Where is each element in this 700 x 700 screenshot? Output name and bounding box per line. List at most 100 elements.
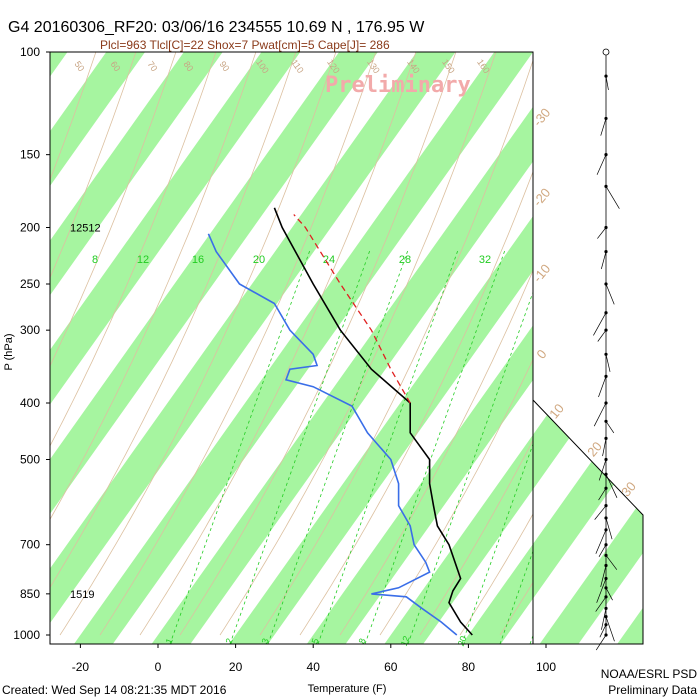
parcel-profile	[293, 214, 411, 404]
mixing-ratio-label: 20	[456, 635, 469, 648]
height-label: 12512	[70, 223, 101, 235]
wind-frame	[532, 399, 644, 645]
dry-adiabat	[419, 439, 533, 636]
mixing-ratio-label: 8	[92, 254, 98, 266]
dry-adiabat	[459, 513, 533, 636]
mixing-ratio-label: 2	[224, 637, 235, 645]
mixing-ratio-line	[317, 249, 459, 644]
mixing-ratio-label: 1	[164, 637, 175, 645]
dry-adiabat	[139, 52, 417, 636]
wind-column-background	[0, 32, 643, 644]
pressure-tick-label: 200	[20, 221, 40, 235]
mixing-ratio-label: 16	[192, 254, 204, 266]
theta-label: 80	[181, 59, 195, 73]
dry-adiabat	[179, 52, 457, 636]
wind-barb	[593, 312, 607, 336]
wind-barb	[594, 505, 607, 520]
wind-barb	[605, 616, 615, 642]
wind-barb	[595, 634, 607, 651]
x-axis-label: Temperature (F)	[308, 683, 387, 695]
chart-title: G4 20160306_RF20: 03/06/16 234555 10.69 …	[8, 19, 425, 36]
pressure-tick-label: 400	[20, 396, 40, 410]
theta-label: 60	[108, 59, 122, 73]
temperature-tick-label: 0	[155, 660, 162, 674]
theta-label: 30	[618, 479, 639, 500]
dry-adiabat	[50, 52, 217, 447]
temperature-tick-label: 100	[536, 660, 556, 674]
mixing-ratio-line	[267, 249, 409, 644]
wind-barb	[595, 596, 607, 612]
mixing-ratio-line	[169, 249, 311, 644]
wind-barb	[598, 488, 607, 501]
theta-label: 90	[217, 59, 231, 73]
mixing-ratio-label: 3	[260, 637, 271, 645]
isotherm-band	[50, 52, 223, 296]
isotherm-band	[462, 543, 533, 644]
agency-label: NOAA/ESRL PSD	[601, 667, 698, 681]
plot-background	[50, 52, 533, 644]
wind-barb	[601, 251, 607, 270]
pressure-axis: 100 150 200 250 300 400 500 700 850 1000	[13, 45, 50, 642]
wind-barbs	[593, 48, 620, 651]
mixing-ratio-label: 28	[399, 254, 411, 266]
temperature-tick-label: 20	[229, 660, 243, 674]
dry-adiabat	[50, 52, 297, 589]
theta-label: 0	[533, 347, 549, 362]
mixing-ratio-label: 5	[310, 637, 321, 645]
pressure-tick-label: 1000	[13, 628, 40, 642]
wind-barb	[600, 118, 607, 136]
dry-adiabat	[59, 52, 337, 636]
pressure-tick-label: 300	[20, 323, 40, 337]
dry-adiabat	[50, 52, 257, 521]
wind-barb	[595, 529, 607, 554]
isotherm-band	[50, 52, 146, 186]
wind-barb	[598, 544, 607, 557]
temperature-tick-label: 40	[307, 660, 321, 674]
wind-barb	[597, 227, 607, 239]
mixing-ratio-line	[229, 249, 371, 644]
dry-adiabat	[259, 59, 533, 636]
pressure-tick-label: 150	[20, 148, 40, 162]
dry-adiabat	[379, 358, 533, 636]
wind-barb	[605, 354, 611, 372]
wind-barb	[605, 517, 613, 540]
wind-barb	[600, 565, 607, 587]
isotherm-band	[306, 325, 533, 644]
temperature-axis: -20 0 20 40 60 80 100	[72, 644, 556, 674]
mixing-ratio-label: 12	[137, 254, 149, 266]
pressure-tick-label: 850	[20, 587, 40, 601]
isotherm-band	[74, 52, 533, 644]
dry-adiabat	[499, 581, 533, 636]
dry-adiabats	[50, 52, 533, 636]
temperature-profile	[273, 207, 473, 636]
wind-barb	[599, 624, 607, 638]
sounding-profiles	[207, 207, 473, 636]
dry-adiabat	[99, 52, 377, 636]
wind-barb	[598, 459, 607, 481]
isotherm-band	[50, 52, 68, 77]
wind-barb	[605, 76, 609, 90]
pressure-tick-label: 500	[20, 452, 40, 466]
wind-barb	[602, 438, 607, 457]
mixing-ratio-lines	[169, 249, 533, 644]
dewpoint-profile	[207, 233, 458, 636]
mixing-ratio-label: 24	[323, 254, 335, 266]
isotherm-band	[151, 106, 533, 644]
temperature-tick-label: 60	[384, 660, 398, 674]
isotherm-band	[533, 52, 643, 644]
plot-frame	[49, 51, 534, 645]
wind-barb	[605, 421, 615, 434]
wind-barb	[605, 186, 620, 209]
wind-barb	[597, 329, 607, 342]
pressure-tick-label: 100	[20, 45, 40, 59]
wind-barb	[598, 376, 607, 398]
y-axis-label: P (hPa)	[3, 333, 15, 370]
wind-barb	[593, 402, 607, 427]
mixing-ratio-label: 8	[357, 637, 368, 645]
wind-barb	[605, 587, 613, 601]
chart-subtitle: Plcl=963 Tlcl[C]=22 Shox=7 Pwat[cm]=5 Ca…	[100, 38, 390, 52]
isotherm-band	[0, 32, 237, 644]
height-label: 1519	[70, 589, 94, 601]
wind-barb	[601, 608, 607, 630]
